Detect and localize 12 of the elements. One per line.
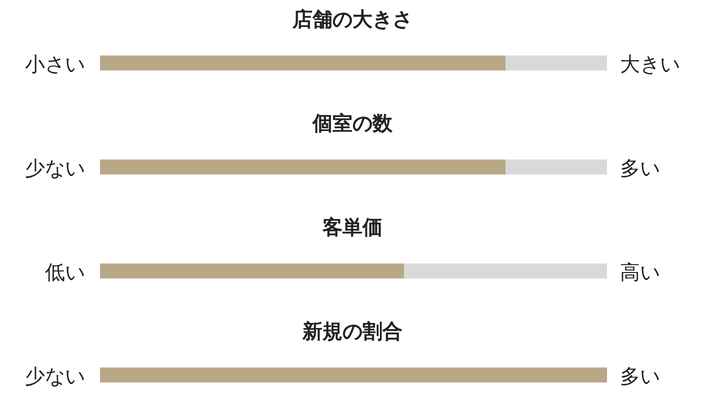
text: 高い bbox=[620, 260, 660, 284]
y-tick-label: 新規の割合 bbox=[302, 319, 402, 343]
text: 大きい bbox=[620, 52, 680, 76]
text: 多い bbox=[620, 156, 660, 180]
text: 少ない bbox=[25, 364, 85, 388]
text: 多い bbox=[620, 364, 660, 388]
text: 少ない bbox=[25, 156, 85, 180]
y-tick-label: 客単価 bbox=[322, 215, 382, 239]
y-tick-label: 個室の数 bbox=[312, 111, 394, 135]
text: 低い bbox=[45, 260, 85, 284]
text: 小さい bbox=[25, 52, 85, 76]
y-tick-label: 店舗の大きさ bbox=[292, 7, 412, 31]
